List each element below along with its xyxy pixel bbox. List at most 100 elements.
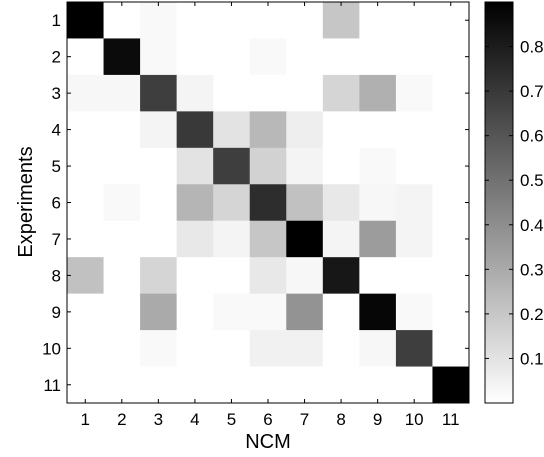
- heatmap-cell: [396, 38, 433, 75]
- heatmap-cell: [104, 221, 141, 258]
- y-tick-label: 5: [52, 157, 61, 176]
- heatmap-cell: [250, 221, 287, 258]
- heatmap-cell: [250, 367, 287, 404]
- x-tick-label: 8: [336, 410, 345, 429]
- heatmap-cell: [359, 221, 396, 258]
- heatmap-cell: [213, 330, 250, 367]
- heatmap-cell: [140, 184, 177, 221]
- heatmap-cell: [250, 294, 287, 331]
- heatmap-cell: [140, 148, 177, 185]
- heatmap-cell: [104, 148, 141, 185]
- heatmap-cell: [140, 75, 177, 112]
- heatmap-cell: [286, 38, 323, 75]
- heatmap-cell: [104, 184, 141, 221]
- heatmap-cell: [177, 148, 214, 185]
- heatmap-cell: [286, 257, 323, 294]
- heatmap-cell: [140, 221, 177, 258]
- heatmap-cell: [432, 148, 469, 185]
- heatmap-cell: [213, 294, 250, 331]
- heatmap-cell: [432, 367, 469, 404]
- heatmap-cell: [286, 148, 323, 185]
- heatmap-cell: [177, 111, 214, 148]
- heatmap-cell: [213, 148, 250, 185]
- heatmap-cell: [323, 330, 360, 367]
- colorbar-tick-label: 0.3: [520, 260, 544, 279]
- heatmap-cell: [67, 330, 104, 367]
- heatmap-cell: [432, 330, 469, 367]
- y-tick-label: 7: [52, 230, 61, 249]
- heatmap-cell: [104, 75, 141, 112]
- heatmap-cell: [104, 367, 141, 404]
- heatmap-cell: [67, 184, 104, 221]
- heatmap-cell: [323, 221, 360, 258]
- y-tick-label: 4: [52, 121, 61, 140]
- heatmap-cell: [140, 257, 177, 294]
- heatmap-cell: [432, 257, 469, 294]
- heatmap-cell: [104, 2, 141, 39]
- heatmap-cell: [67, 2, 104, 39]
- colorbar-tick-label: 0.4: [520, 216, 544, 235]
- colorbar-tick-label: 0.1: [520, 349, 544, 368]
- heatmap-cell: [432, 111, 469, 148]
- heatmap-cell: [177, 367, 214, 404]
- heatmap-cell: [323, 38, 360, 75]
- x-tick-label: 7: [300, 410, 309, 429]
- x-tick-label: 5: [227, 410, 236, 429]
- x-tick-label: 9: [373, 410, 382, 429]
- heatmap-cell: [213, 75, 250, 112]
- heatmap-cell: [396, 75, 433, 112]
- x-tick-label: 10: [405, 410, 424, 429]
- heatmap-cell: [250, 330, 287, 367]
- heatmap-cell: [432, 221, 469, 258]
- heatmap-cell: [67, 148, 104, 185]
- colorbar-tick-label: 0.6: [520, 127, 544, 146]
- heatmap-cell: [67, 367, 104, 404]
- heatmap-cell: [432, 38, 469, 75]
- colorbar-tick-label: 0.7: [520, 82, 544, 101]
- heatmap-cell: [104, 257, 141, 294]
- heatmap-cell: [286, 2, 323, 39]
- heatmap-cell: [359, 257, 396, 294]
- heatmap-cell: [323, 2, 360, 39]
- heatmap-cell: [67, 257, 104, 294]
- x-tick-label: 11: [442, 410, 460, 429]
- heatmap-cell: [323, 184, 360, 221]
- heatmap-cell: [213, 184, 250, 221]
- heatmap-cell: [213, 367, 250, 404]
- heatmap-cell: [140, 38, 177, 75]
- heatmap-cell: [323, 111, 360, 148]
- heatmap-cell: [250, 184, 287, 221]
- heatmap-cell: [286, 111, 323, 148]
- heatmap-cell: [286, 75, 323, 112]
- x-tick-label: 4: [190, 410, 199, 429]
- heatmap-cell: [286, 367, 323, 404]
- heatmap-cell: [177, 38, 214, 75]
- heatmap-cell: [177, 330, 214, 367]
- heatmap-cell: [396, 294, 433, 331]
- heatmap-cell: [286, 221, 323, 258]
- heatmap-cell: [396, 111, 433, 148]
- heatmap-cell: [323, 75, 360, 112]
- heatmap-cell: [140, 294, 177, 331]
- heatmap-cell: [177, 257, 214, 294]
- y-tick-label: 1: [52, 11, 61, 30]
- heatmap-cell: [359, 38, 396, 75]
- heatmap-cells: [67, 2, 470, 404]
- x-axis-label: NCM: [245, 431, 291, 453]
- heatmap-cell: [213, 257, 250, 294]
- heatmap-cell: [323, 294, 360, 331]
- heatmap-cell: [432, 2, 469, 39]
- heatmap-cell: [140, 2, 177, 39]
- heatmap-cell: [250, 75, 287, 112]
- heatmap-cell: [250, 38, 287, 75]
- heatmap-cell: [177, 2, 214, 39]
- y-tick-label: 11: [43, 376, 61, 395]
- heatmap-cell: [140, 330, 177, 367]
- heatmap-cell: [250, 257, 287, 294]
- heatmap-cell: [396, 148, 433, 185]
- heatmap-cell: [323, 148, 360, 185]
- y-tick-label: 8: [52, 266, 61, 285]
- heatmap-cell: [286, 330, 323, 367]
- heatmap-cell: [286, 294, 323, 331]
- heatmap-cell: [396, 2, 433, 39]
